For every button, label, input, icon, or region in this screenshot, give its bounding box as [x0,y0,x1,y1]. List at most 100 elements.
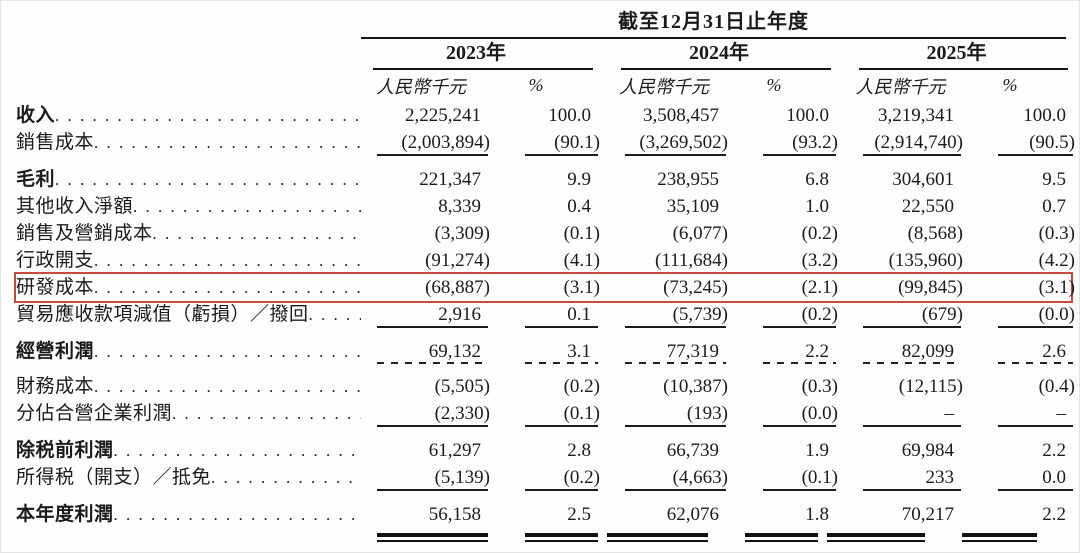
percent-cell: 1.9 [805,440,829,461]
amount-cell: (8,568) [907,223,963,244]
amount-cell: (135,960) [888,250,963,271]
year-header-2023: 2023年 [361,38,593,70]
dot-leader [55,166,361,193]
row-label-cell: 毛利 [16,166,361,193]
percent-cell: 9.9 [567,169,591,190]
amount-cell: 35,109 [666,196,719,217]
row-label: 財務成本 [16,376,95,397]
percent-cell: 2.5 [567,504,591,525]
percent-cell: 0.7 [1042,196,1066,217]
row-label: 研發成本 [16,277,95,298]
percent-cell: (0.0) [719,400,838,427]
year-header-2024: 2024年 [609,38,831,70]
double-rule-row [16,533,1071,547]
table-row: 銷售及營銷成本 (3,309) (0.1) (6,077) (0.2) (8,568) (0… [16,220,1075,247]
amount-cell: (73,245) [663,277,728,298]
table-row: 財務成本 (5,505) (0.2) (10,387) (0.3) (12,115) (0.… [16,373,1075,400]
amount-cell: (3,309) [434,223,490,244]
table-row: 行政開支 (91,274) (4.1) (111,684) (3.2) (135,960)… [16,247,1075,274]
period-header: 截至12月31日止年度 [618,11,809,33]
dot-leader [133,193,361,220]
percent-cell: 0.0 [954,464,1073,491]
row-label: 其他收入淨額 [16,196,134,217]
amount-cell: (12,115) [898,376,963,397]
percent-cell: 9.5 [1042,169,1066,190]
amount-cell: (5,739) [609,301,728,328]
dot-leader [211,464,361,491]
percent-cell: (90.1) [481,129,600,156]
row-label-cell: 除税前利潤 [16,437,361,464]
table-row: 銷售成本 (2,003,894)(90.1) (3,269,502)(93.2) (2… [16,129,1075,160]
row-label-cell: 其他收入淨額 [16,193,361,220]
table-row: 毛利 221,347 9.9 238,955 6.8 304,601 9.5 [16,166,1071,193]
percent-cell: (0.1) [481,400,600,427]
row-label: 除税前利潤 [16,440,114,461]
amount-cell: 3,219,341 [878,105,954,126]
percent-cell: (4.2) [1038,250,1075,271]
percent-cell: (0.4) [1038,376,1075,397]
dot-leader [114,437,361,464]
amount-cell: (4,663) [609,464,728,491]
row-label-cell: 本年度利潤 [16,501,361,528]
table-body: 收入 2,225,241 100.0 3,508,457 100.0 3,219,341 1… [14,102,1075,547]
percent-cell: (0.1) [563,223,600,244]
percent-cell: 2.8 [567,440,591,461]
row-label: 收入 [16,105,56,126]
dot-leader [55,102,361,129]
amount-cell: 2,225,241 [405,105,481,126]
row-label: 毛利 [16,169,56,190]
amount-cell: 221,347 [419,169,481,190]
row-label-cell: 分佔合營企業利潤 [16,400,361,427]
amount-cell: (6,077) [672,223,728,244]
double-rule-segment [827,533,925,542]
highlighted-row: 研發成本 (68,887) (3.1) (73,245) (2.1) (99,845) (3… [14,272,1075,303]
dot-leader [172,400,361,427]
percent-cell: (0.2) [563,376,600,397]
percent-cell: (2.1) [801,277,838,298]
double-rule-segment [607,533,708,542]
row-label: 本年度利潤 [16,504,114,525]
row-label: 分佔合營企業利潤 [16,403,173,424]
percent-cell: (3.1) [563,277,600,298]
amount-cell: (91,274) [425,250,490,271]
percent-cell: 100.0 [786,105,829,126]
year-header-row: 2023年 2024年 2025年 [361,37,1068,70]
amount-cell: (2,003,894) [361,129,490,156]
row-label: 銷售成本 [16,132,95,153]
amount-cell: 61,297 [428,440,481,461]
dot-leader [94,129,361,156]
percent-cell: – [954,400,1073,427]
column-header-percent: % [1002,75,1018,95]
percent-cell: (0.0) [954,301,1075,328]
amount-cell: (2,914,740) [847,129,963,156]
percent-cell: 0.1 [481,301,598,328]
amount-cell: (5,139) [361,464,490,491]
percent-cell: (4.1) [563,250,600,271]
dot-leader [114,501,361,528]
amount-cell: 238,955 [657,169,719,190]
row-label-cell: 銷售及營銷成本 [16,220,361,247]
percent-cell: (3.2) [801,250,838,271]
row-label-cell: 研發成本 [16,274,361,301]
percent-cell: (0.1) [719,464,838,491]
amount-cell: 233 [847,464,961,491]
amount-cell: 69,984 [901,440,954,461]
percent-cell: 6.8 [805,169,829,190]
amount-cell: 77,319 [609,338,726,365]
row-label: 所得税（開支）／抵免 [16,467,212,488]
amount-cell: 56,158 [428,504,481,525]
amount-cell: 8,339 [438,196,481,217]
table-row: 收入 2,225,241 100.0 3,508,457 100.0 3,219,341 1… [16,102,1071,129]
row-label: 銷售及營銷成本 [16,223,153,244]
amount-cell: – [847,400,961,427]
amount-cell: (5,505) [434,376,490,397]
row-label-cell: 收入 [16,102,361,129]
percent-cell: (0.3) [1038,223,1075,244]
amount-cell: (10,387) [663,376,728,397]
amount-cell: 82,099 [847,338,961,365]
percent-cell: 2.2 [1042,504,1066,525]
amount-cell: (111,684) [655,250,728,271]
